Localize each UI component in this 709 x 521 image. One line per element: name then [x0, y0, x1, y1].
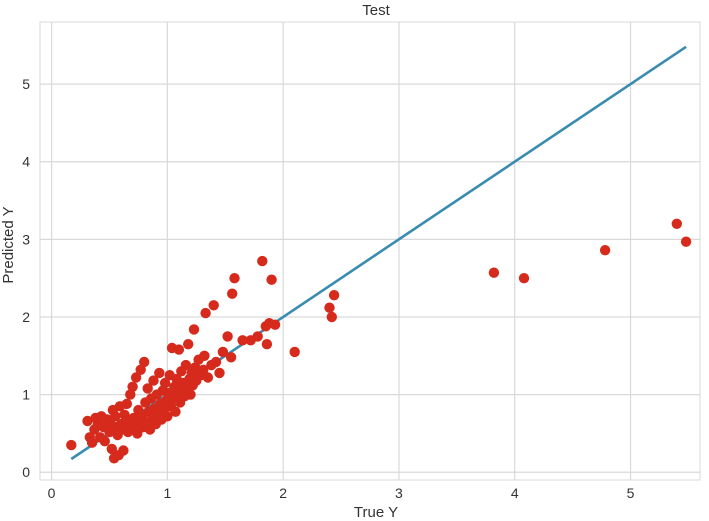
scatter-point [599, 245, 611, 256]
scatter-point [225, 352, 237, 363]
scatter-point [185, 389, 196, 400]
x-tick-label: 4 [511, 485, 519, 501]
y-tick-label: 4 [22, 154, 30, 170]
scatter-point [214, 367, 225, 379]
scatter-point [183, 339, 194, 350]
scatter-point [227, 288, 238, 299]
scatter-point [159, 377, 171, 389]
scatter-point [121, 398, 132, 410]
scatter-point [269, 319, 281, 330]
scatter-point [86, 437, 98, 448]
scatter-point [237, 335, 248, 346]
scatter-point [180, 359, 192, 371]
scatter-point [130, 372, 142, 383]
tick-label-layer: 0 1 2 3 4 5 0 1 2 3 4 5 [22, 76, 634, 501]
x-axis-label: True Y [354, 504, 398, 521]
scatter-point [326, 311, 337, 323]
scatter-point [488, 267, 500, 278]
scatter-point [257, 255, 268, 267]
scatter-point [188, 324, 200, 335]
scatter-point [118, 445, 129, 456]
scatter-point [125, 389, 136, 400]
scatter-point [154, 367, 165, 379]
scatter-point [200, 307, 211, 319]
scatter-point [229, 273, 240, 284]
scatter-point [198, 364, 209, 375]
grid-layer [40, 22, 700, 480]
scatter-point [222, 331, 233, 342]
scatter-point [518, 273, 530, 284]
y-tick-label: 2 [22, 309, 30, 325]
scatter-point [99, 436, 111, 447]
x-tick-label: 1 [163, 485, 171, 501]
scatter-point [148, 375, 159, 386]
scatter-point [202, 372, 214, 383]
scatter-point [199, 350, 210, 361]
scatter-point [217, 346, 229, 358]
scatter-point [261, 339, 273, 350]
scatter-point [127, 381, 138, 392]
scatter-point [135, 364, 146, 375]
y-tick-label: 1 [22, 387, 30, 403]
y-axis-label: Predicted Y [0, 206, 17, 283]
x-tick-label: 0 [48, 485, 56, 501]
scatter-point [106, 443, 118, 455]
scatter-point [680, 236, 692, 247]
y-tick-label: 5 [22, 76, 30, 92]
scatter-point [266, 274, 277, 285]
x-tick-label: 3 [395, 485, 403, 501]
points-layer [66, 218, 692, 464]
y-tick-label: 3 [22, 231, 30, 247]
x-tick-label: 2 [279, 485, 287, 501]
scatter-point [170, 406, 181, 417]
scatter-point [210, 356, 222, 368]
chart-title: Test [362, 2, 390, 19]
scatter-point [252, 331, 263, 342]
plot-frame [39, 21, 701, 481]
scatter-point [110, 411, 121, 422]
x-tick-label: 5 [627, 485, 635, 501]
scatter-point [324, 302, 335, 313]
scatter-point [162, 411, 173, 422]
scatter-point [142, 383, 153, 394]
scatter-point [328, 290, 340, 301]
scatter-point [208, 300, 219, 311]
scatter-point [289, 346, 300, 358]
scatter-point [173, 344, 185, 355]
scatter-point [671, 218, 682, 229]
scatter-point [82, 415, 93, 427]
scatter-point [139, 356, 150, 368]
scatter-point [66, 439, 77, 451]
y-tick-label: 0 [22, 464, 30, 480]
